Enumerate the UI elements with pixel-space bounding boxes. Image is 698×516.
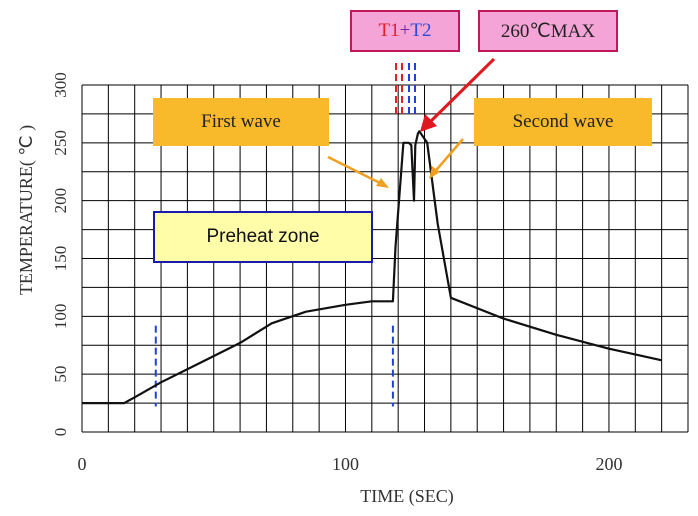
max-temp-label: 260℃MAX [478, 10, 618, 52]
second-wave-arrowhead [429, 166, 440, 179]
y-tick-label: 200 [51, 188, 70, 214]
max-temp-arrowhead [420, 114, 437, 132]
second-wave-label: Second wave [474, 98, 652, 146]
max-temp-text: 260℃MAX [500, 20, 596, 42]
second-wave-arrow [431, 138, 464, 176]
y-tick-label: 150 [51, 246, 70, 272]
plus-label: + [399, 20, 411, 41]
t2-label: T2 [410, 20, 432, 41]
y-tick-label: 250 [51, 130, 70, 156]
first-wave-arrow [327, 155, 387, 188]
first-wave-arrowhead [376, 178, 389, 188]
t1-t2-label: T1 + T2 [350, 10, 460, 52]
second-wave-text: Second wave [512, 111, 614, 132]
y-tick-label: 0 [51, 428, 70, 437]
y-tick-label: 300 [51, 72, 70, 98]
y-tick-label: 50 [51, 366, 70, 383]
t1-label: T1 [378, 20, 400, 41]
temperature-curve [82, 130, 662, 405]
x-tick-label: 100 [332, 454, 359, 474]
first-wave-label: First wave [153, 98, 329, 146]
y-tick-labels: 0 50 100 150 200 250 300 [51, 72, 70, 436]
x-tick-label: 200 [595, 454, 622, 474]
max-temp-arrow [426, 57, 496, 126]
first-wave-text: First wave [201, 111, 281, 132]
x-tick-labels: 0 100 200 [78, 454, 623, 474]
y-axis-label: TEMPERATURE( ℃ ) [16, 125, 37, 295]
y-tick-label: 100 [51, 304, 70, 330]
x-axis-label: TIME (SEC) [360, 486, 454, 507]
preheat-zone-label: Preheat zone [153, 211, 373, 263]
preheat-zone-text: Preheat zone [206, 226, 320, 247]
dashed-markers [154, 63, 416, 407]
x-tick-label: 0 [78, 454, 87, 474]
